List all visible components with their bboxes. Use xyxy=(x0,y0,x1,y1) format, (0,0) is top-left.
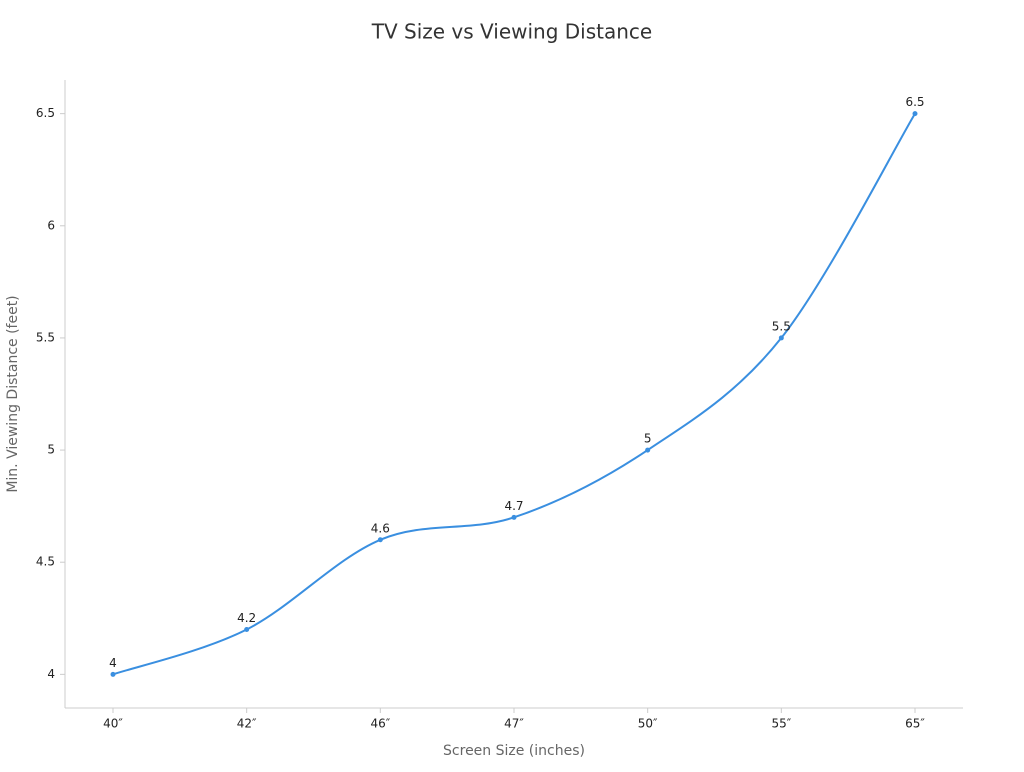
y-tick-label: 4 xyxy=(47,667,55,681)
point xyxy=(110,671,116,677)
point xyxy=(377,537,383,543)
x-tick-label: 55″ xyxy=(771,717,791,731)
point xyxy=(912,111,918,117)
x-tick-label: 40″ xyxy=(103,717,123,731)
y-tick-label: 6 xyxy=(47,218,55,232)
x-tick-label: 46″ xyxy=(370,717,390,731)
data-label: 4 xyxy=(109,656,117,670)
data-label: 4.2 xyxy=(237,611,256,625)
point xyxy=(244,627,250,632)
x-tick-label: 42″ xyxy=(237,717,257,731)
y-tick-label: 6.5 xyxy=(36,106,55,120)
point xyxy=(778,335,784,341)
point xyxy=(645,447,651,453)
x-tick-label: 47″ xyxy=(504,717,524,731)
point xyxy=(511,514,517,520)
data-label: 5 xyxy=(644,432,652,446)
x-axis-title: Screen Size (inches) xyxy=(443,743,585,759)
x-tick-label: 65″ xyxy=(905,717,925,731)
y-tick-label: 4.5 xyxy=(36,555,55,569)
line xyxy=(112,113,916,676)
y-axis-title: Min. Viewing Distance (feet) xyxy=(5,295,21,492)
data-label: 5.5 xyxy=(772,319,791,333)
y-tick-label: 5.5 xyxy=(36,330,55,344)
chart-title: TV Size vs Viewing Distance xyxy=(371,20,652,44)
x-tick-label: 50″ xyxy=(638,717,658,731)
data-label: 4.7 xyxy=(504,499,523,513)
y-tick-label: 5 xyxy=(47,443,55,457)
data-label: 6.5 xyxy=(905,95,924,109)
data-label: 4.6 xyxy=(371,521,390,535)
